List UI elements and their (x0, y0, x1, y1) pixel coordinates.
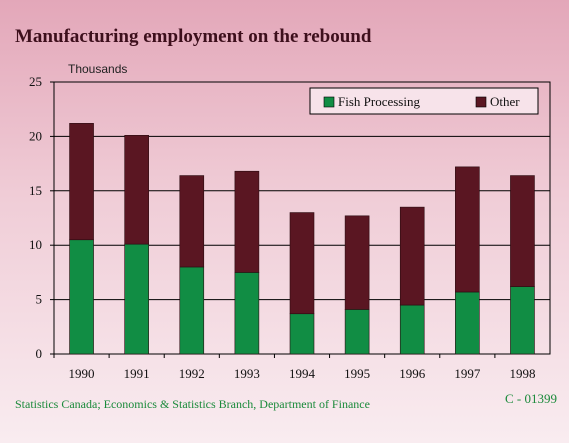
x-tick-label: 1998 (509, 366, 535, 381)
bar-other-1991 (124, 135, 149, 245)
bar-fish-processing-1994 (289, 313, 315, 355)
chart-title: Manufacturing employment on the rebound (15, 26, 372, 47)
legend-box (309, 87, 539, 115)
legend-label: Other (490, 94, 520, 109)
bar-other-1994 (289, 212, 315, 315)
bar-fish-processing-1992 (179, 266, 205, 355)
bar-fish-processing-1996 (399, 304, 425, 355)
x-tick-label: 1997 (454, 366, 481, 381)
legend-label: Fish Processing (338, 94, 420, 109)
x-tick-label: 1994 (289, 366, 316, 381)
y-tick-label: 25 (29, 74, 42, 89)
y-tick-label: 0 (36, 346, 43, 361)
bar-other-1995 (344, 215, 370, 310)
bar-fish-processing-1993 (234, 272, 260, 355)
y-tick-label: 15 (29, 183, 42, 198)
bar-other-1990 (69, 123, 94, 241)
legend: Fish Processing Other (309, 87, 539, 115)
bar-fish-processing-1995 (344, 309, 370, 355)
x-tick-label: 1991 (124, 366, 150, 381)
bar-fish-processing-1990 (69, 239, 94, 355)
x-tick-label: 1993 (234, 366, 260, 381)
bar-other-1992 (179, 175, 205, 268)
x-tick-label: 1995 (344, 366, 370, 381)
x-tick-label: 1990 (69, 366, 95, 381)
x-tick-label: 1996 (399, 366, 426, 381)
bar-other-1996 (399, 206, 425, 306)
y-tick-label: 5 (36, 292, 43, 307)
bar-other-1998 (510, 175, 535, 287)
y-tick-label: 20 (29, 128, 42, 143)
x-tick-label: 1992 (179, 366, 205, 381)
bar-fish-processing-1991 (124, 243, 149, 355)
y-tick-label: 10 (29, 237, 42, 252)
source-note: Statistics Canada; Economics & Statistic… (15, 397, 370, 411)
legend-swatch-fish-processing (323, 96, 335, 108)
bar-fish-processing-1998 (510, 286, 535, 355)
bar-other-1993 (234, 170, 260, 273)
bar-fish-processing-1997 (455, 291, 480, 355)
chart-code: C - 01399 (505, 391, 557, 406)
legend-swatch-other (475, 96, 487, 108)
bar-other-1997 (455, 166, 480, 293)
y-axis-label: Thousands (68, 62, 128, 76)
